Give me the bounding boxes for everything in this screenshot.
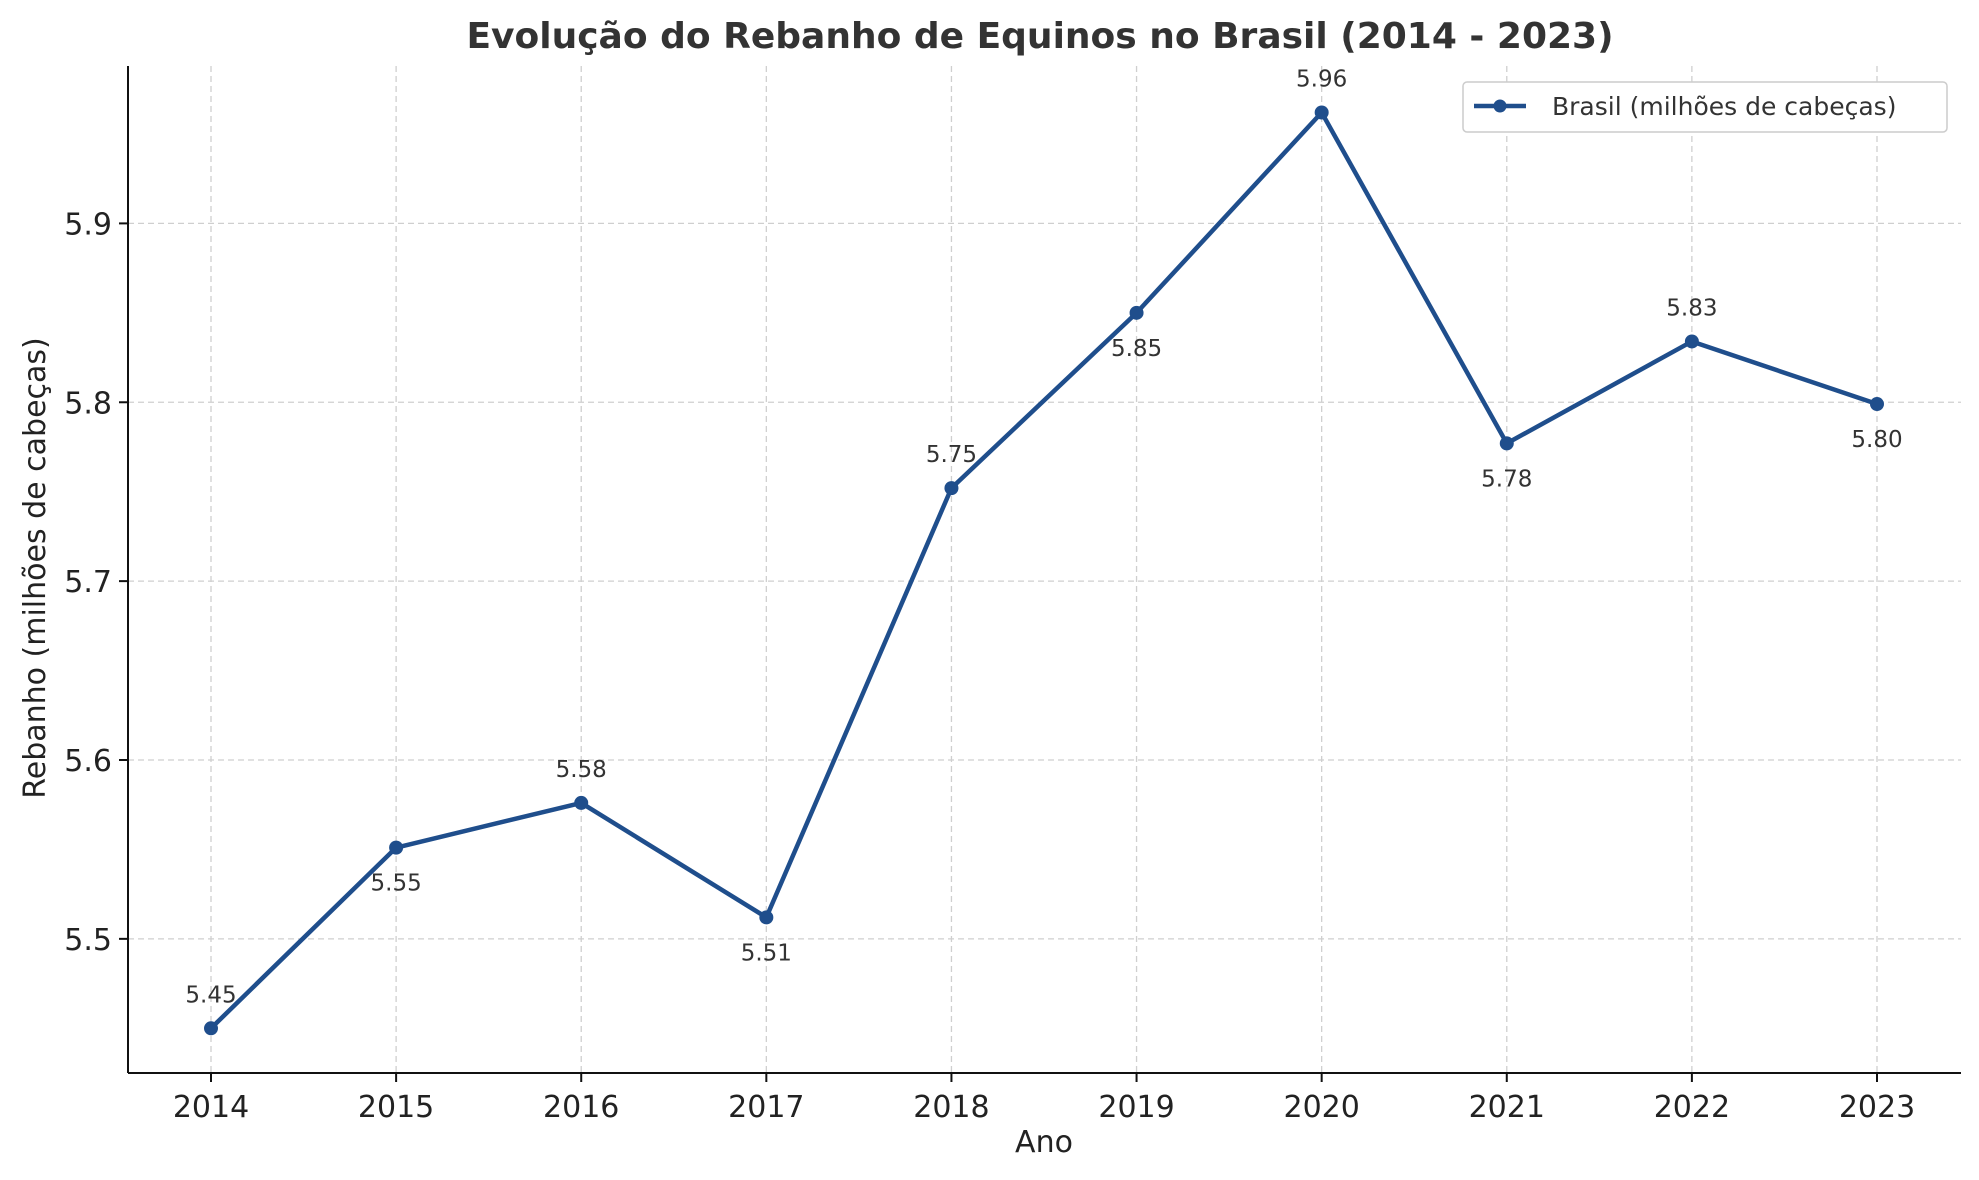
data-label: 5.58 — [556, 757, 607, 783]
x-tick-label: 2020 — [1283, 1090, 1359, 1125]
data-label: 5.83 — [1666, 295, 1717, 321]
data-point — [204, 1021, 218, 1036]
data-point — [1129, 305, 1144, 320]
data-label: 5.85 — [1111, 336, 1162, 362]
data-point — [389, 840, 404, 855]
x-axis-label: Ano — [1015, 1125, 1073, 1160]
y-tick-label: 5.6 — [64, 744, 112, 779]
legend-label: Brasil (milhões de cabeças) — [1552, 92, 1896, 121]
axes-layer — [127, 66, 1961, 1074]
ticks-layer: 2014 2015 2016 2017 2018 2019 2020 2021 2022 2023… — [64, 207, 1915, 1125]
x-tick-label: 2018 — [913, 1090, 989, 1125]
chart-title: Evolução do Rebanho de Equinos no Brasil… — [466, 16, 1613, 57]
x-tick-label: 2022 — [1654, 1090, 1730, 1125]
y-tick-label: 5.7 — [64, 565, 112, 600]
data-label: 5.75 — [926, 442, 977, 468]
x-tick-label: 2014 — [173, 1090, 249, 1125]
series-layer — [204, 105, 1884, 1036]
data-label: 5.80 — [1851, 427, 1902, 453]
x-tick-label: 2016 — [543, 1090, 619, 1125]
legend: Brasil (milhões de cabeças) — [1462, 81, 1948, 133]
data-labels-layer: 5.45 5.55 5.58 5.51 5.75 5.85 5.96 5.78 5.83 5.80 — [185, 67, 1902, 1009]
y-axis-label: Rebanho (milhões de cabeças) — [18, 337, 53, 799]
data-label: 5.55 — [371, 871, 422, 897]
data-label: 5.51 — [741, 940, 792, 966]
data-label: 5.96 — [1296, 67, 1347, 93]
data-point — [759, 910, 774, 925]
y-tick-label: 5.5 — [64, 923, 112, 958]
x-tick-label: 2021 — [1469, 1090, 1545, 1125]
data-point — [1684, 334, 1699, 349]
grid-layer — [128, 66, 1961, 1073]
y-tick-label: 5.9 — [64, 207, 112, 242]
data-point — [1499, 436, 1514, 451]
legend-marker-icon — [1493, 99, 1507, 113]
data-point — [1314, 105, 1329, 120]
data-point — [1870, 397, 1884, 412]
x-tick-label: 2023 — [1839, 1090, 1915, 1125]
y-tick-label: 5.8 — [64, 386, 112, 421]
data-label: 5.45 — [185, 982, 236, 1008]
legend-box — [1462, 81, 1948, 133]
x-tick-label: 2017 — [728, 1090, 804, 1125]
data-label: 5.78 — [1481, 466, 1532, 492]
data-point — [944, 481, 959, 496]
data-point — [574, 795, 589, 810]
x-tick-label: 2015 — [358, 1090, 434, 1125]
series-line — [208, 110, 1880, 1031]
x-tick-label: 2019 — [1098, 1090, 1174, 1125]
